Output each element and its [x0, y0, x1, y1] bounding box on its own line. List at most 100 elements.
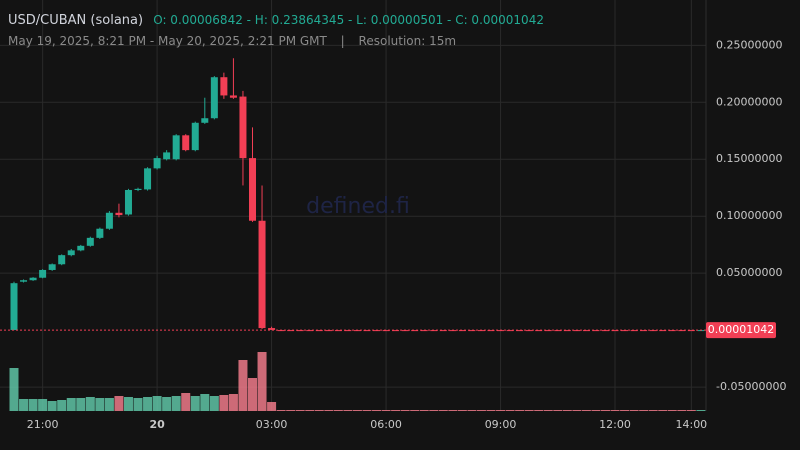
candle-body — [411, 330, 419, 332]
volume-bar — [667, 410, 677, 411]
candle-body — [239, 96, 247, 159]
volume-bar — [85, 397, 95, 411]
x-tick-label: 20 — [149, 418, 165, 431]
x-tick-label: 14:00 — [675, 418, 707, 431]
volume-bar — [324, 410, 334, 411]
volume-bar — [686, 410, 696, 411]
x-tick-label: 21:00 — [27, 418, 59, 431]
volume-bar — [572, 410, 582, 411]
volume-bar — [200, 394, 210, 411]
volume-bar — [429, 410, 439, 411]
volume-bar — [553, 410, 563, 411]
volume-bar — [38, 399, 48, 411]
candle-body — [258, 220, 266, 329]
separator: | — [341, 34, 345, 48]
volume-bar — [467, 410, 477, 411]
volume-bar — [648, 410, 658, 411]
candle-body — [182, 135, 190, 151]
candle-body — [58, 255, 66, 265]
x-tick-label: 06:00 — [370, 418, 402, 431]
volume-bar — [181, 393, 191, 411]
volume-bar — [305, 410, 315, 411]
volume-bar — [238, 360, 248, 411]
volume-bar — [19, 399, 29, 411]
candle-body — [392, 330, 400, 332]
volume-bar — [133, 398, 143, 411]
x-tick-label: 09:00 — [485, 418, 517, 431]
volume-bar — [496, 410, 506, 411]
volume-bar — [248, 378, 257, 411]
volume-bar — [620, 410, 630, 411]
volume-bar — [362, 410, 372, 411]
x-tick-label: 12:00 — [599, 418, 631, 431]
candle-body — [229, 95, 237, 98]
volume-bar — [333, 410, 343, 411]
volume-bar — [162, 397, 172, 411]
candle-body — [382, 330, 390, 332]
candle-body — [153, 158, 161, 169]
volume-bar — [600, 410, 610, 411]
candle-body — [315, 330, 323, 332]
candle-body — [134, 188, 142, 190]
candle-body — [77, 245, 85, 251]
y-tick-label: 0.10000000 — [716, 209, 782, 222]
candle-body — [220, 77, 228, 96]
volume-bar — [486, 410, 496, 411]
volume-bar — [276, 410, 286, 411]
volume-bar — [419, 410, 429, 411]
volume-bar — [658, 410, 668, 411]
candle-body — [10, 283, 18, 331]
candle-body — [172, 135, 180, 160]
volume-bar — [400, 410, 410, 411]
volume-bar — [257, 352, 267, 411]
volume-bar — [448, 410, 458, 411]
volume-bar — [190, 396, 200, 411]
volume-bar — [123, 397, 133, 411]
volume-bar — [476, 410, 486, 411]
volume-bar — [267, 402, 277, 411]
volume-bar — [677, 410, 687, 411]
candle-body — [144, 168, 152, 190]
subtitle: May 19, 2025, 8:21 PM - May 20, 2025, 2:… — [8, 34, 328, 48]
candle-body — [287, 330, 295, 332]
volume-bar — [143, 397, 153, 411]
candle-body — [344, 330, 352, 332]
candle-body — [67, 250, 75, 256]
volume-bar — [352, 410, 362, 411]
volume-bar — [391, 410, 401, 411]
candle-body — [115, 212, 123, 216]
candle-body — [582, 330, 590, 332]
candle-body — [210, 77, 218, 119]
candle-body — [191, 122, 199, 151]
marks — [9, 58, 706, 411]
volume-bar — [28, 399, 38, 411]
y-tick-label: 0.20000000 — [716, 95, 782, 108]
candle-body — [124, 189, 132, 215]
candle-body — [48, 264, 56, 270]
y-tick-label: -0.05000000 — [716, 380, 786, 393]
candle-body — [487, 330, 495, 332]
candle-body — [29, 277, 37, 281]
volume-bar — [57, 400, 67, 411]
last-price-box — [706, 322, 776, 339]
candle-body — [86, 237, 94, 246]
candle-body — [563, 330, 571, 332]
volume-bar — [76, 398, 86, 411]
volume-bar — [219, 395, 229, 411]
volume-bar — [438, 410, 448, 411]
candle-body — [163, 152, 171, 160]
subtitle-line: May 19, 2025, 8:21 PM - May 20, 2025, 2:… — [8, 34, 456, 48]
y-tick-label: 0.05000000 — [716, 266, 782, 279]
candle-body — [516, 330, 524, 332]
x-tick-label: 03:00 — [256, 418, 288, 431]
candle-body — [592, 330, 600, 332]
volume-bar — [534, 410, 544, 411]
volume-bar — [410, 410, 420, 411]
candle-body — [96, 228, 104, 238]
candle-body — [458, 330, 466, 332]
ohlc-text: O: 0.00006842 - H: 0.23864345 - L: 0.000… — [153, 13, 544, 27]
volume-bar — [95, 398, 105, 411]
chart-title: USD/CUBAN (solana) — [8, 13, 143, 28]
